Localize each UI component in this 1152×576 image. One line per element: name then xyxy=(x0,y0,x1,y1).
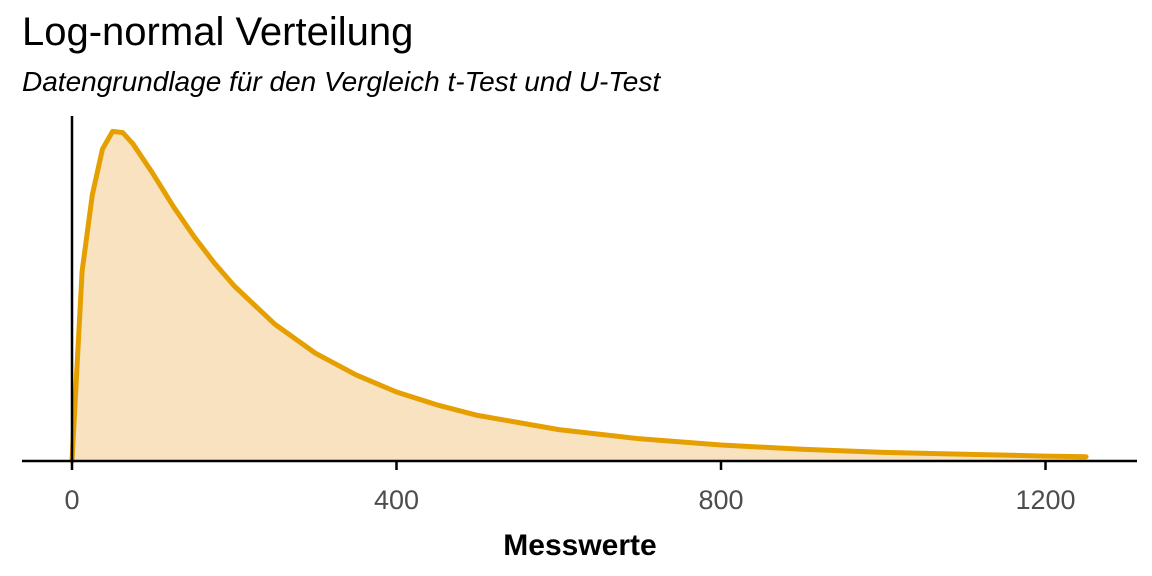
density-line xyxy=(69,128,1089,464)
x-tick-label: 1200 xyxy=(1015,485,1075,515)
x-tick-label: 400 xyxy=(374,485,419,515)
x-tick-label: 0 xyxy=(64,485,79,515)
chart-title: Log-normal Verteilung xyxy=(22,10,414,54)
x-axis-title: Messwerte xyxy=(503,529,656,562)
chart-subtitle: Datengrundlage für den Vergleich t-Test … xyxy=(22,66,661,97)
x-tick-label: 800 xyxy=(698,485,743,515)
density-area-fill xyxy=(72,131,1087,461)
